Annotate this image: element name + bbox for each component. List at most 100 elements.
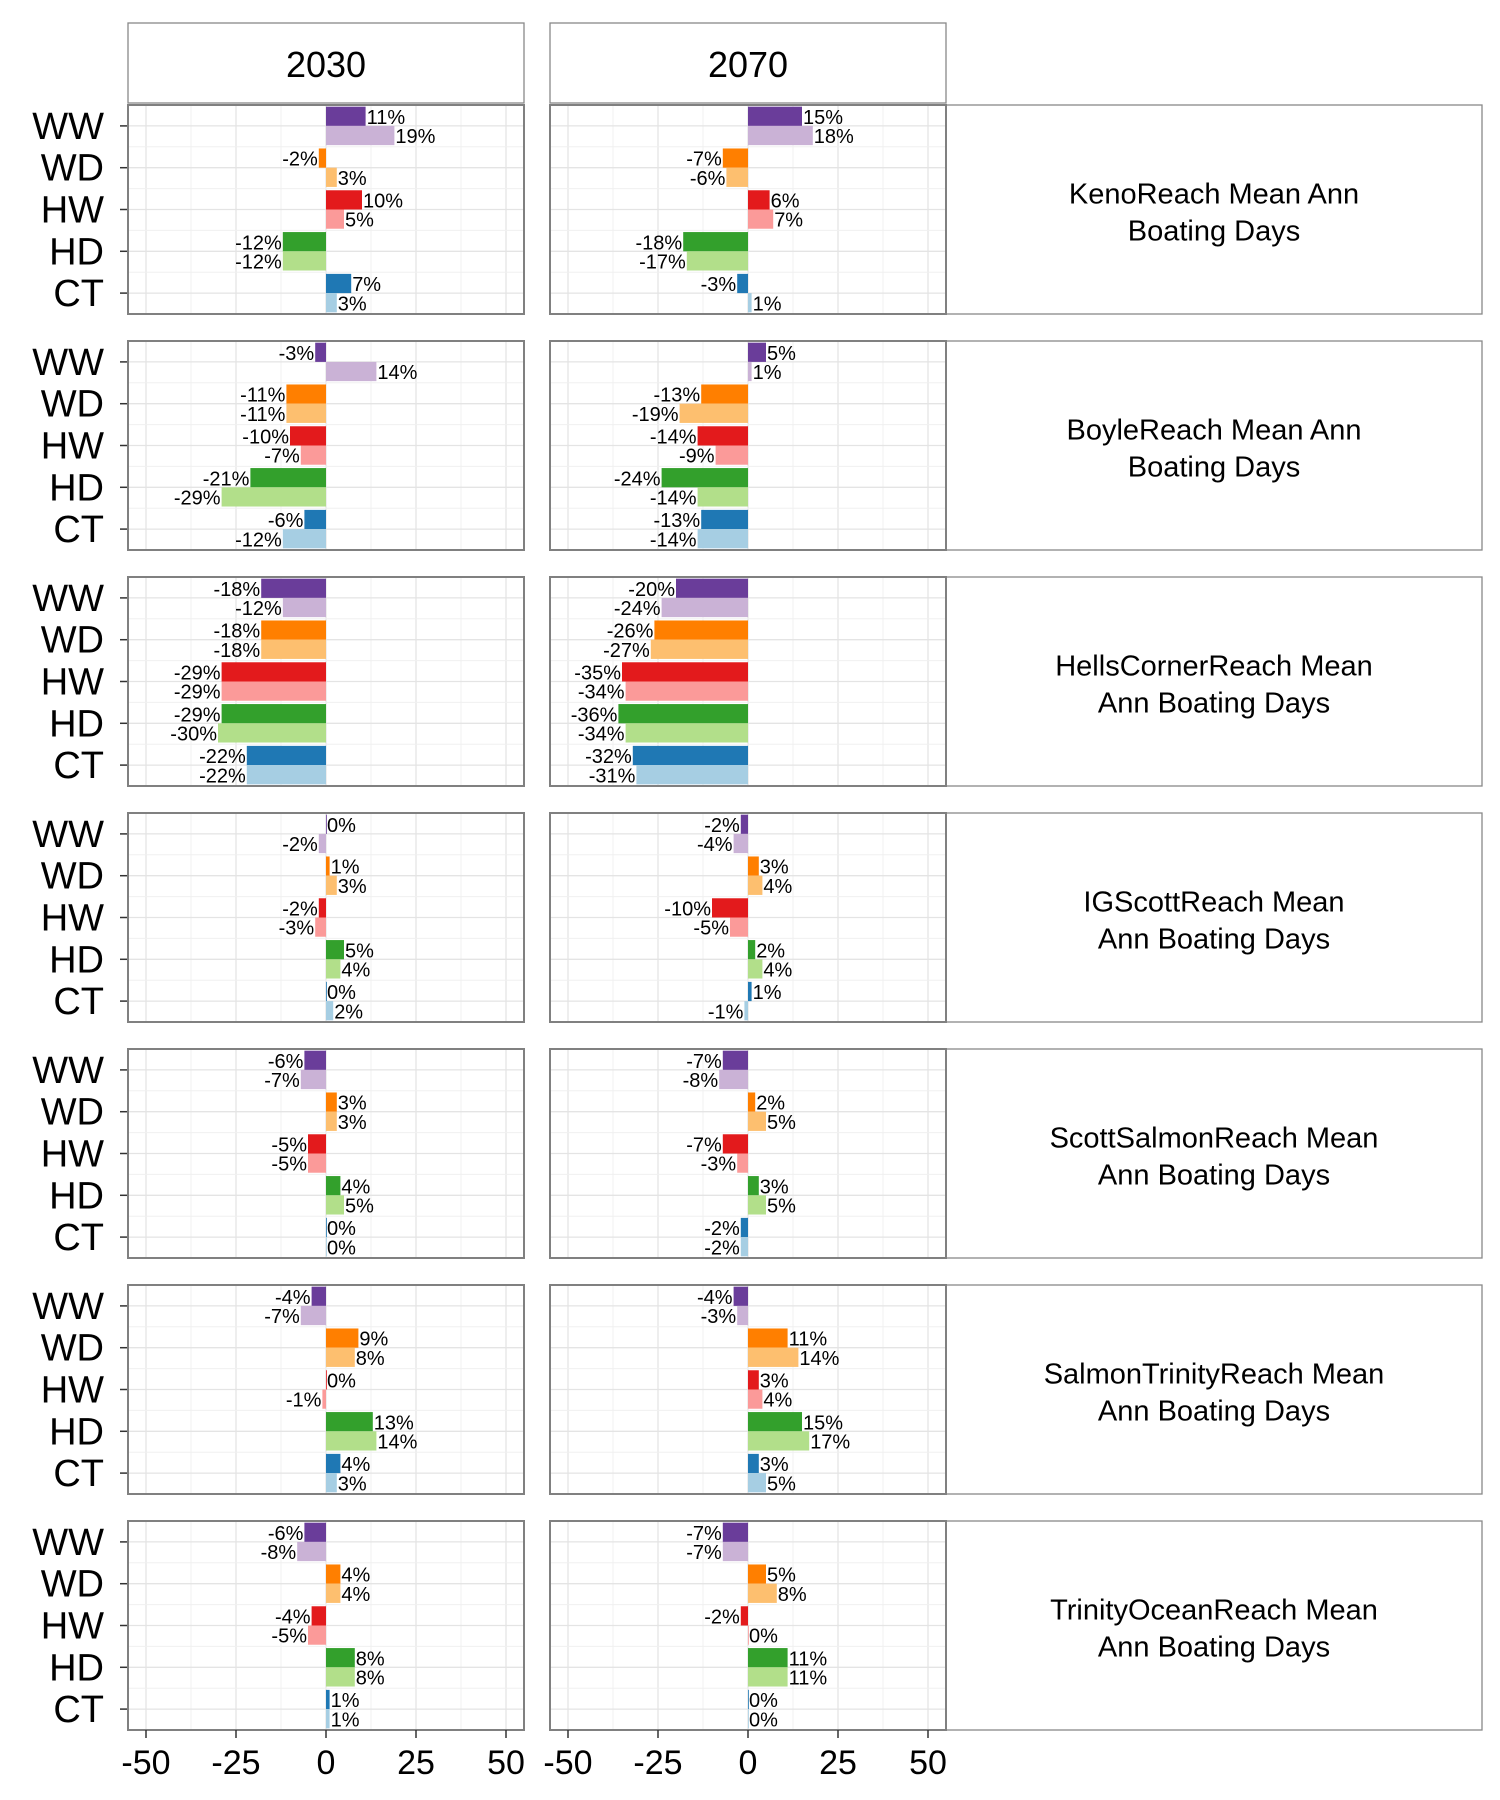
bar-HW-a [326, 190, 362, 210]
bar-CT-b [697, 529, 748, 549]
bar-WW-b [722, 1541, 748, 1562]
panel-2070-row-5: -7%-8%2%5%-7%-3%3%5%-2%-2% [549, 1048, 947, 1259]
data-label-HD: -17% [639, 252, 686, 274]
data-label-HW: -2% [704, 1607, 740, 1629]
x-tick-label-2030: -25 [211, 1744, 260, 1782]
x-tick-label-2030: -50 [121, 1744, 170, 1782]
bar-CT-b [326, 293, 337, 313]
bar-CT-a [326, 1689, 330, 1710]
data-label-HW: -5% [271, 1154, 307, 1176]
data-label-WD: 8% [778, 1584, 807, 1606]
data-label-WD: -2% [282, 149, 318, 171]
data-label-CT: -2% [704, 1237, 740, 1259]
data-label-CT: 7% [352, 274, 381, 296]
row-strip-label-5: ScottSalmonReach Mean Ann Boating Days [1050, 1123, 1379, 1192]
bar-HW-b [737, 1153, 748, 1173]
bar-CT-b [326, 1473, 337, 1493]
row-strip-4 [945, 812, 1483, 1023]
bar-CT-a [326, 1453, 341, 1474]
panel-2030-row-6: -4%-7% 9%8%0%-1% 13%14% 4%3% [127, 1284, 525, 1495]
bar-HD-a [618, 704, 748, 724]
bar-WD-b [748, 1583, 777, 1603]
data-label-HD: -24% [614, 468, 661, 490]
data-label-HD: 11% [789, 1648, 828, 1670]
data-label-CT: -22% [199, 746, 246, 768]
category-label-WD: WD [41, 620, 104, 662]
bar-CT-b [326, 1001, 334, 1021]
panel-2030-row-7: -6%-8%4%4%-4%-5%8%8%1%1% [127, 1520, 525, 1731]
category-label-HD: HD [49, 1647, 104, 1689]
data-label-WD: -18% [213, 640, 260, 662]
category-label-HD: HD [49, 703, 104, 745]
data-label-HW: 5% [345, 210, 374, 232]
bar-WD-a [654, 620, 748, 640]
bar-CT-b [748, 1473, 766, 1493]
bar-WD-a [326, 1564, 341, 1584]
bar-HD-b [282, 251, 326, 271]
bar-CT-b [744, 1001, 748, 1021]
bar-HD-a [748, 1176, 759, 1196]
x-tick-label-2070: 50 [909, 1744, 947, 1782]
data-label-WD: -26% [607, 621, 654, 643]
panel-border [549, 1284, 947, 1495]
bar-HW-a [221, 662, 326, 682]
bar-HW-b [748, 1389, 763, 1409]
data-label-WW: -2% [704, 815, 740, 837]
bar-HW-a [290, 426, 326, 446]
category-label-HW: HW [41, 662, 104, 704]
category-label-HW: HW [41, 190, 104, 232]
bar-CT-a [326, 273, 352, 294]
category-label-WW: WW [32, 342, 104, 384]
bar-HW-a [748, 1370, 759, 1390]
data-label-WW: -20% [628, 579, 675, 601]
data-label-HD: -29% [174, 704, 221, 726]
x-tick-label-2070: 0 [739, 1744, 758, 1782]
row-strip-label-line: KenoReach Mean Ann [1069, 179, 1359, 211]
data-label-CT: 1% [331, 1709, 360, 1731]
bar-HD-b [326, 1431, 377, 1451]
data-label-HD: -12% [235, 232, 282, 254]
data-label-CT: 2% [334, 1001, 363, 1023]
bar-HD-b [697, 487, 748, 507]
bar-HW-a [326, 1370, 327, 1390]
data-label-HD: 8% [356, 1668, 385, 1690]
panel-border [549, 1048, 947, 1259]
bar-HD-a [221, 704, 326, 724]
data-label-WD: 3% [338, 876, 367, 898]
bar-WD-b [748, 1111, 766, 1131]
data-label-WD: 3% [338, 168, 367, 190]
data-label-HD: 4% [763, 960, 792, 982]
x-tick-label-2030: 25 [397, 1744, 435, 1782]
bar-WD-b [748, 875, 763, 895]
row-strip-2 [945, 340, 1483, 551]
category-label-CT: CT [53, 273, 104, 315]
bar-CT-b [748, 293, 752, 313]
data-label-WW: -4% [697, 1287, 733, 1309]
panel-2070-row-2: 5%1%-13%-19%-14%-9%-24%-14%-13%-14% [549, 340, 947, 551]
panel-border [127, 812, 525, 1023]
row-strip-label-line: Ann Boating Days [1098, 1396, 1330, 1428]
bar-HD-b [221, 487, 326, 507]
panel-border [127, 340, 525, 551]
x-tick-label-2070: -50 [543, 1744, 592, 1782]
column-strip-2030 [127, 22, 525, 104]
data-label-WW: -8% [683, 1070, 719, 1092]
bar-CT-a [748, 981, 752, 1002]
bar-WW-b [326, 361, 377, 382]
row-strip-label-line: Ann Boating Days [1098, 924, 1330, 956]
category-label-HD: HD [49, 231, 104, 273]
bar-CT-b [282, 529, 326, 549]
category-label-WW: WW [32, 1050, 104, 1092]
bar-WW-a [304, 1522, 326, 1542]
bar-HW-a [697, 426, 748, 446]
data-label-HD: 13% [374, 1412, 414, 1434]
row-strip-label-line: ScottSalmonReach Mean [1050, 1123, 1379, 1155]
bar-HW-b [625, 681, 748, 701]
data-label-WW: -6% [268, 1523, 304, 1545]
bar-CT-b [326, 1709, 330, 1729]
data-label-HW: 0% [327, 1371, 356, 1393]
data-label-WW: 11% [367, 107, 406, 129]
row-strip-label-line: Boating Days [1128, 216, 1301, 248]
panel-2030-row-4: 0%-2%1%3%-2%-3%5%4%0%2% [127, 812, 525, 1023]
bar-WW-a [311, 1286, 326, 1306]
